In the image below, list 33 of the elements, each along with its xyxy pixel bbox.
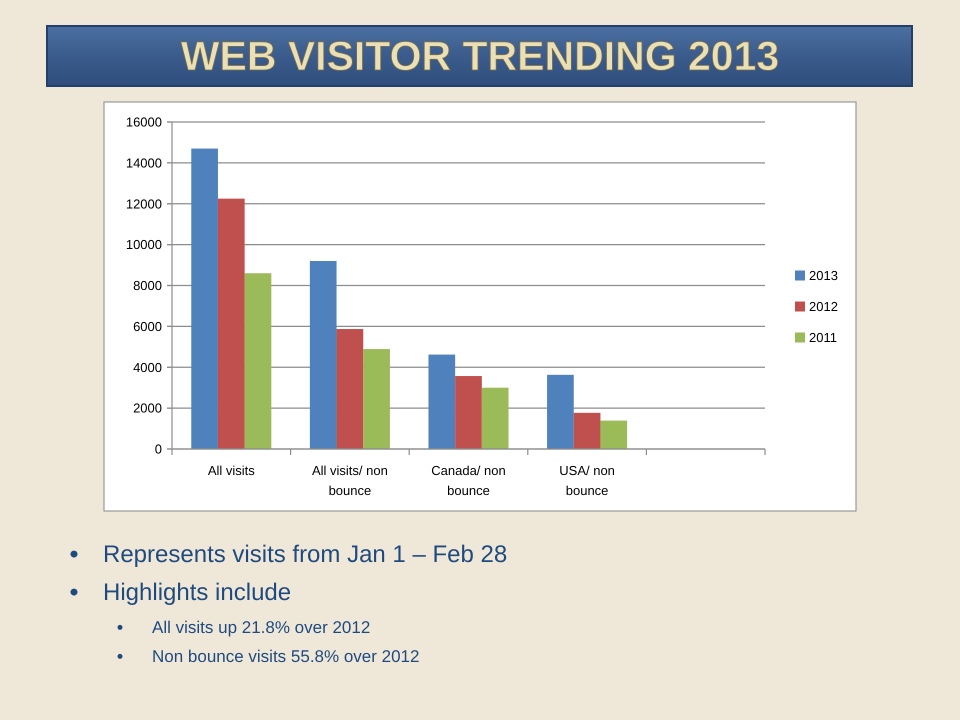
bar	[336, 329, 364, 449]
legend-label: 2012	[809, 299, 838, 314]
text: All visits up 21.8% over 2012	[152, 618, 370, 637]
x-tick-label: Canada/ non bounce	[431, 463, 506, 498]
y-tick-label: 4000	[133, 360, 162, 375]
text: Non bounce visits 55.8% over 2012	[152, 647, 420, 666]
bar	[455, 376, 482, 449]
bar	[574, 412, 600, 449]
y-tick-label: 12000	[126, 196, 162, 212]
x-tick-label: All visits/ non bounce	[312, 463, 388, 498]
x-tick-label: All visits	[208, 463, 256, 478]
bar	[218, 198, 245, 449]
bar	[310, 260, 337, 449]
y-tick-label: 6000	[133, 318, 162, 334]
legend-label: 2013	[809, 268, 838, 284]
y-tick-label: 0	[154, 442, 162, 457]
text: Highlights include	[103, 579, 292, 606]
bar	[363, 349, 390, 449]
chart-title: WEB VISITOR TRENDING 2013	[180, 33, 780, 79]
bar	[547, 374, 574, 449]
text: Represents visits from Jan 1 – Feb 28	[103, 541, 508, 568]
bar	[482, 388, 509, 449]
y-tick-label: 14000	[126, 155, 162, 170]
legend-label: 2011	[809, 330, 837, 346]
y-tick-label: 10000	[126, 237, 162, 252]
y-tick-label: 16000	[126, 114, 162, 130]
y-tick-label: 8000	[133, 278, 162, 294]
y-tick-label: 2000	[133, 400, 162, 416]
x-tick-label: USA/ non bounce	[559, 463, 615, 498]
bar	[428, 354, 456, 449]
bar	[600, 420, 628, 449]
bar	[244, 273, 272, 449]
bar	[191, 148, 218, 449]
